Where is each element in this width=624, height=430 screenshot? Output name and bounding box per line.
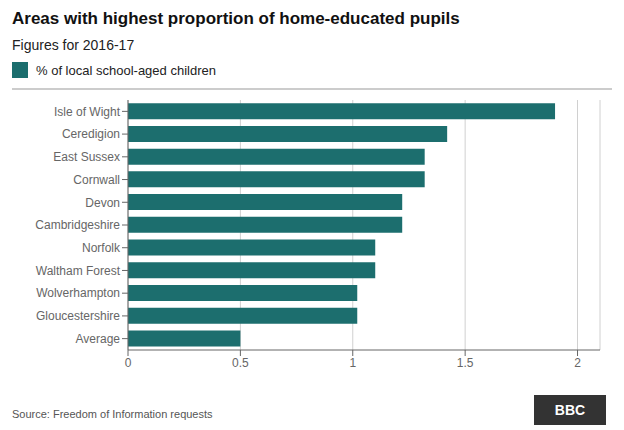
html-text:Source: Freedom of Information: Source: Freedom of Information requests xyxy=(12,408,213,420)
html-text:Areas with highest proportion: Areas with highest proportion of home-ed… xyxy=(12,9,460,28)
svg-text:Wolverhampton: Wolverhampton xyxy=(36,286,120,300)
svg-text:Devon: Devon xyxy=(85,196,120,210)
html-text:% of local school-aged childre: % of local school-aged children xyxy=(36,62,216,78)
svg-text:Waltham Forest: Waltham Forest xyxy=(36,264,121,278)
svg-text:1.5: 1.5 xyxy=(457,356,474,370)
svg-text:0.5: 0.5 xyxy=(232,356,249,370)
svg-text:Cambridgeshire: Cambridgeshire xyxy=(35,218,120,232)
svg-text:2: 2 xyxy=(574,356,581,370)
html-text:BBC: BBC xyxy=(554,402,586,418)
svg-text:Average: Average xyxy=(76,332,121,346)
svg-text:Norfolk: Norfolk xyxy=(82,241,121,255)
svg-text:Isle of Wight: Isle of Wight xyxy=(54,105,121,119)
html-text:Figures for 2016-17: Figures for 2016-17 xyxy=(12,37,135,53)
svg-text:1: 1 xyxy=(349,356,356,370)
svg-text:0: 0 xyxy=(125,356,132,370)
svg-text:Cornwall: Cornwall xyxy=(73,173,120,187)
svg-text:Ceredigion: Ceredigion xyxy=(62,127,120,141)
svg-text:Gloucestershire: Gloucestershire xyxy=(36,309,120,323)
svg-text:East Sussex: East Sussex xyxy=(53,150,120,164)
